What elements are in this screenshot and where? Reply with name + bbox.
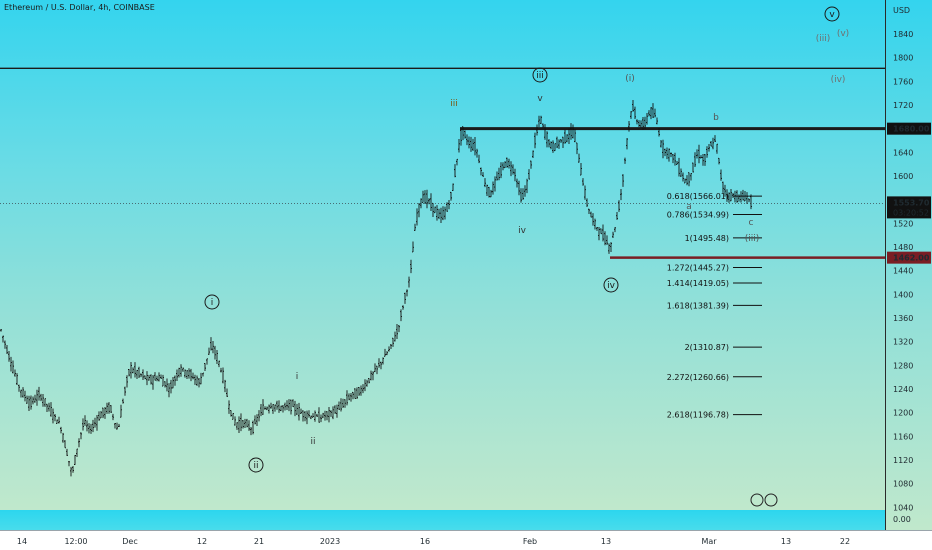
wave-circle-iv (603, 277, 619, 293)
wave-label: (i) (625, 74, 635, 84)
price-tick-label: 1080 (893, 480, 913, 489)
price-tick-label: 1240 (893, 385, 913, 394)
wave-label: iv (607, 281, 616, 291)
wave-circle-ii (248, 457, 264, 473)
time-tick-label: 13 (601, 537, 611, 546)
wave-label: iv (518, 226, 527, 236)
wave-label: iii (536, 71, 544, 81)
price-tick-label: 1120 (893, 456, 913, 465)
wave-label: i (296, 372, 299, 382)
wave-label: (iii) (745, 234, 760, 244)
price-tick-label: 1320 (893, 338, 913, 347)
fib-level-label: 2.272(1260.66) (667, 373, 729, 382)
time-tick-label: 14 (17, 537, 27, 546)
price-tick-label: 1280 (893, 361, 913, 370)
price-tick-label: 1480 (893, 243, 913, 252)
fib-level-label: 2.618(1196.78) (667, 411, 729, 420)
time-tick-label: 12 (197, 537, 207, 546)
price-tag-1462-bg (887, 251, 931, 264)
price-tick-label: 1520 (893, 219, 913, 228)
wave-label: a (686, 202, 692, 212)
wave-label: b (713, 113, 719, 123)
fib-level-label: 1.414(1419.05) (667, 279, 729, 288)
wave-label: c (749, 218, 754, 228)
wave-circle-iii (532, 67, 548, 83)
wave-label: i (211, 298, 214, 308)
price-tick-label: 1800 (893, 54, 913, 63)
time-tick-label: 2023 (320, 537, 340, 546)
wave-label: (v) (837, 29, 849, 39)
pattern-icon-right (764, 493, 778, 507)
time-tick-label: 21 (254, 537, 264, 546)
fib-level-label: 2(1310.87) (685, 343, 729, 352)
time-tick-label: Mar (701, 537, 717, 546)
wave-label: (iii) (816, 34, 831, 44)
fib-level-label: 0.786(1534.99) (667, 210, 729, 219)
current-price-tag-bg (887, 196, 931, 219)
price-tick-label: 1640 (893, 148, 913, 157)
time-tick-label: 22 (840, 537, 850, 546)
chart-area[interactable] (0, 0, 885, 510)
wave-circle-v (824, 6, 840, 22)
wave-label: v (537, 94, 543, 104)
wave-circle-i (204, 294, 220, 310)
chart-title: Ethereum / U.S. Dollar, 4h, COINBASE (4, 3, 155, 12)
wave-label: ii (253, 461, 258, 471)
time-tick-label: Feb (523, 537, 537, 546)
volume-pane (0, 510, 885, 530)
price-tick-label: 1440 (893, 267, 913, 276)
pattern-icon-left (750, 493, 764, 507)
countdown-label: 03:20:52 (893, 208, 929, 217)
wave-label: v (829, 10, 835, 20)
price-tick-label: 1360 (893, 314, 913, 323)
price-tick-label: 1760 (893, 77, 913, 86)
currency-label: USD (893, 6, 910, 15)
price-tick-label: 1600 (893, 172, 913, 181)
wave-label: (iv) (831, 75, 846, 85)
current-price-label: 1553.70 (893, 198, 930, 207)
price-tag-1680: 1680.00 (893, 125, 930, 134)
time-axis[interactable] (0, 530, 932, 550)
fib-level-label: 1(1495.48) (685, 234, 729, 243)
price-tick-label: 1840 (893, 30, 913, 39)
time-tick-label: Dec (122, 537, 137, 546)
fib-level-label: 1.618(1381.39) (667, 301, 729, 310)
wave-label: ii (310, 437, 315, 447)
time-tick-label: 13 (781, 537, 791, 546)
price-tick-label: 1040 (893, 503, 913, 512)
price-tick-label: 1200 (893, 409, 913, 418)
wave-label: iii (450, 99, 458, 109)
time-tick-label: 16 (420, 537, 430, 546)
price-tick-label: 1400 (893, 290, 913, 299)
fib-level-label: 1.272(1445.27) (667, 264, 729, 273)
time-tick-label: 12:00 (64, 537, 87, 546)
price-tag-1462: 1462.00 (893, 254, 930, 263)
price-tick-label: 1160 (893, 432, 913, 441)
price-tag-1680-bg (887, 122, 931, 135)
price-axis[interactable] (885, 0, 932, 530)
volume-axis-label: 0.00 (893, 515, 911, 524)
fib-level-label: 0.618(1566.01) (667, 192, 729, 201)
price-tick-label: 1720 (893, 101, 913, 110)
